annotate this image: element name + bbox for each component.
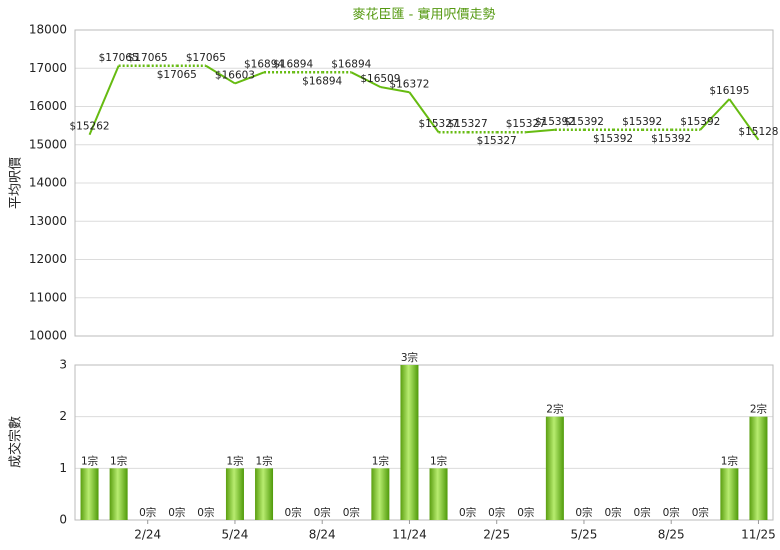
data-label: $15392 bbox=[680, 116, 720, 128]
data-label: 0宗 bbox=[197, 506, 214, 519]
bar bbox=[225, 468, 244, 520]
data-label: $16195 bbox=[709, 85, 749, 97]
y-tick-label: 15000 bbox=[29, 137, 67, 151]
y-tick-label: 0 bbox=[59, 513, 67, 527]
data-label: $15327 bbox=[477, 135, 517, 147]
data-label: 0宗 bbox=[692, 506, 709, 519]
data-label: 1宗 bbox=[430, 454, 447, 467]
data-label: 0宗 bbox=[168, 506, 185, 519]
data-label: $15327 bbox=[448, 118, 488, 130]
data-label: $17065 bbox=[128, 52, 168, 64]
data-label: $16603 bbox=[215, 69, 255, 81]
data-label: 0宗 bbox=[343, 506, 360, 519]
bar bbox=[255, 468, 274, 520]
data-label: 0宗 bbox=[575, 506, 592, 519]
data-label: 0宗 bbox=[604, 506, 621, 519]
data-label: 1宗 bbox=[255, 454, 272, 467]
bar bbox=[400, 365, 419, 520]
data-label: 0宗 bbox=[285, 506, 302, 519]
x-tick-label: 11/25 bbox=[741, 528, 776, 542]
data-label: 0宗 bbox=[139, 506, 156, 519]
y-tick-label: 10000 bbox=[29, 329, 67, 343]
x-tick-label: 8/25 bbox=[658, 528, 685, 542]
bar bbox=[109, 468, 128, 520]
data-label: 1宗 bbox=[110, 454, 127, 467]
line-segment bbox=[88, 65, 120, 136]
data-label: $16894 bbox=[302, 75, 342, 87]
data-label: 0宗 bbox=[459, 506, 476, 519]
x-tick-label: 2/25 bbox=[483, 528, 510, 542]
data-label: $15392 bbox=[535, 116, 575, 128]
bar bbox=[371, 468, 390, 520]
line-segment bbox=[205, 64, 236, 85]
y-tick-label: 13000 bbox=[29, 214, 67, 228]
y-tick-label: 3 bbox=[59, 358, 67, 372]
line-segment bbox=[234, 71, 265, 85]
data-label: 0宗 bbox=[634, 506, 651, 519]
line-segment bbox=[380, 86, 410, 94]
data-label: 1宗 bbox=[372, 454, 389, 467]
data-label: 2宗 bbox=[750, 403, 767, 416]
data-label: $16894 bbox=[273, 58, 313, 70]
line-segment bbox=[350, 71, 381, 88]
data-label: $15392 bbox=[564, 116, 604, 128]
data-label: $17065 bbox=[186, 52, 226, 64]
data-label: 1宗 bbox=[81, 454, 98, 467]
data-label: $16894 bbox=[331, 58, 371, 70]
data-label: 1宗 bbox=[721, 454, 738, 467]
data-label: 0宗 bbox=[663, 506, 680, 519]
data-label: 0宗 bbox=[517, 506, 534, 519]
y-tick-label: 16000 bbox=[29, 99, 67, 113]
bar bbox=[545, 416, 564, 520]
y-axis-label: 平均呎價 bbox=[9, 157, 24, 209]
chart-title: 麥花臣匯 - 實用呎價走勢 bbox=[353, 7, 496, 23]
data-label: $16894 bbox=[244, 58, 284, 70]
x-tick-label: 5/24 bbox=[221, 528, 248, 542]
data-label: $15327 bbox=[506, 118, 546, 130]
data-label: $16509 bbox=[360, 73, 400, 85]
plot-frame bbox=[74, 29, 774, 337]
x-tick-label: 2/24 bbox=[134, 528, 161, 542]
data-label: $17065 bbox=[99, 52, 139, 64]
y-tick-label: 11000 bbox=[29, 290, 67, 304]
data-label: 0宗 bbox=[488, 506, 505, 519]
data-label: 0宗 bbox=[314, 506, 331, 519]
bar bbox=[80, 468, 99, 520]
bar bbox=[720, 468, 739, 520]
line-segment bbox=[699, 98, 731, 131]
data-label: $15128 bbox=[738, 126, 778, 138]
data-label: $15262 bbox=[69, 121, 109, 133]
data-label: 2宗 bbox=[546, 403, 563, 416]
line-segment bbox=[728, 98, 760, 141]
y-tick-label: 2 bbox=[59, 409, 67, 423]
data-label: $15392 bbox=[622, 116, 662, 128]
data-label: $15327 bbox=[418, 118, 458, 130]
line-segment bbox=[525, 128, 555, 134]
y-axis-label: 成交宗數 bbox=[8, 416, 24, 468]
x-tick-label: 11/24 bbox=[392, 528, 427, 542]
data-label: $16372 bbox=[389, 78, 429, 90]
y-tick-label: 1 bbox=[59, 461, 67, 475]
y-tick-label: 12000 bbox=[29, 252, 67, 266]
data-label: $15392 bbox=[593, 133, 633, 145]
data-label: 1宗 bbox=[226, 454, 243, 467]
plot-frame bbox=[74, 364, 774, 521]
line-segment bbox=[408, 91, 440, 133]
bar bbox=[429, 468, 448, 520]
data-label: 3宗 bbox=[401, 351, 418, 364]
y-tick-label: 14000 bbox=[29, 176, 67, 190]
y-tick-label: 18000 bbox=[29, 23, 67, 37]
data-label: $15392 bbox=[651, 133, 691, 145]
bar bbox=[749, 416, 768, 520]
data-label: $17065 bbox=[157, 69, 197, 81]
x-tick-label: 5/25 bbox=[570, 528, 597, 542]
y-tick-label: 17000 bbox=[29, 61, 67, 75]
x-tick-label: 8/24 bbox=[309, 528, 336, 542]
